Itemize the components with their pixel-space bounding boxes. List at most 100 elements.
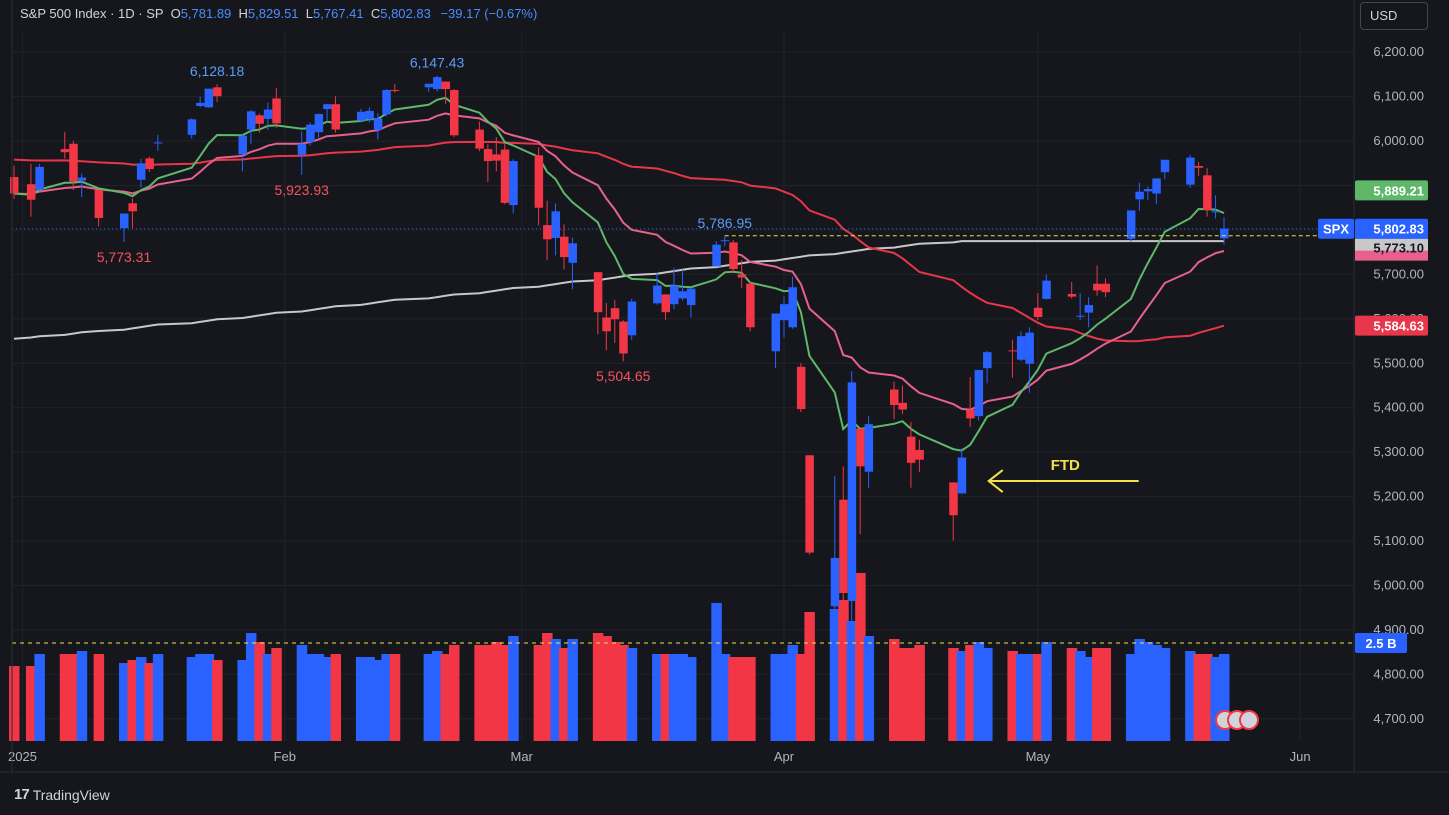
candle-body: [69, 143, 78, 182]
x-tick-label: May: [1026, 749, 1051, 764]
candle-body: [1126, 210, 1136, 239]
volume-bar: [93, 654, 105, 741]
y-tick-label: 5,500.00: [1373, 355, 1424, 370]
x-tick-label: Jun: [1290, 749, 1311, 764]
volume-bar: [313, 654, 325, 741]
volume-bar: [1083, 657, 1095, 741]
volume-bar: [1134, 639, 1145, 741]
ema21-line: [13, 112, 1225, 411]
volume-bar: [25, 666, 37, 741]
candle-body: [602, 317, 611, 332]
candle-body: [238, 135, 247, 155]
candle-body: [1143, 189, 1153, 192]
volume-bar: [829, 609, 841, 741]
candle-body: [796, 366, 806, 410]
volume-bar: [618, 645, 629, 741]
volume-bar: [499, 645, 511, 741]
volume-bar: [474, 645, 485, 741]
candle-body: [737, 274, 747, 278]
volume-bar: [296, 645, 308, 741]
candle-body: [331, 104, 341, 130]
volume-bar: [533, 645, 545, 741]
candle-body: [720, 240, 730, 242]
x-tick-label: Mar: [510, 749, 533, 764]
symbol-tag-bg: [1318, 218, 1354, 239]
candle-body: [1033, 307, 1043, 318]
candle-body: [263, 109, 273, 119]
volume-bar: [127, 660, 138, 741]
candle-body: [136, 163, 146, 180]
candle-body: [619, 321, 628, 354]
volume-bar: [195, 654, 206, 741]
candle-body: [729, 242, 738, 270]
volume-bar: [119, 663, 130, 741]
high-value: 5,829.51: [247, 6, 299, 21]
candle-body: [373, 118, 383, 130]
candle-body: [974, 369, 984, 417]
volume-bar: [271, 648, 282, 741]
price-tag-label: 5,802.83: [1373, 222, 1424, 237]
volume-bar: [9, 666, 20, 741]
candle-body: [492, 154, 501, 161]
price-tag-bg: [1355, 218, 1428, 239]
candle-body: [949, 482, 958, 516]
candle-body: [1211, 211, 1221, 213]
close-label: C: [370, 6, 381, 21]
candle-body: [983, 352, 992, 369]
candle-body: [1008, 350, 1017, 352]
x-tick-label: 2025: [8, 749, 37, 764]
volume-bar: [745, 657, 756, 741]
candles: [10, 75, 1229, 659]
volume-bar: [669, 654, 680, 741]
close-value: 5,802.83: [380, 6, 431, 21]
volume-bar: [1151, 645, 1162, 741]
volume-tag-bg: [1355, 633, 1407, 653]
candle-body: [365, 110, 374, 120]
candle-body: [593, 272, 603, 313]
volume-bar: [59, 654, 71, 741]
low-label: L: [305, 6, 313, 21]
y-tick-label: 5,400.00: [1373, 400, 1424, 415]
volume-bar: [135, 657, 147, 741]
volume-bar: [787, 645, 798, 741]
event-flag-icon: [1239, 710, 1259, 730]
candle-body: [145, 158, 154, 170]
moving-averages: [13, 96, 1225, 452]
volume-bar: [381, 654, 392, 741]
candle-body: [1076, 315, 1085, 317]
volume-bar: [322, 657, 333, 741]
volume-bar: [237, 660, 248, 741]
candle-body: [856, 428, 865, 467]
ema10-line: [13, 96, 1225, 452]
volume-bar: [779, 654, 790, 741]
volume-bar: [889, 639, 900, 741]
ftd-arrow-head: [987, 469, 1004, 493]
open-value: 5,781.89: [180, 6, 232, 21]
volume-bar: [855, 573, 866, 741]
extreme-label: 5,773.31: [97, 249, 152, 265]
candle-body: [60, 149, 70, 153]
candle-body: [1042, 280, 1051, 299]
volume-bar: [1015, 654, 1027, 741]
candle-body: [1093, 283, 1102, 291]
volume-bar: [254, 642, 265, 741]
tradingview-brand[interactable]: 17 TradingView: [14, 786, 110, 803]
volume-bar: [68, 654, 79, 741]
sma50-tag-label: 5,584.63: [1373, 319, 1424, 334]
open-label: O: [170, 6, 181, 21]
candle-body: [915, 449, 924, 460]
candle-body: [1203, 175, 1212, 210]
volume-bar: [736, 657, 748, 741]
volume-bar: [508, 636, 519, 741]
candle-body: [712, 244, 721, 267]
volume-bar: [982, 648, 993, 741]
volume-bar: [1032, 654, 1044, 741]
currency-button[interactable]: USD: [1360, 2, 1428, 30]
volume-bar: [440, 654, 452, 741]
y-tick-label: 4,700.00: [1373, 711, 1424, 726]
volume-bar: [1066, 648, 1078, 741]
volume-bar: [948, 648, 959, 741]
volume-bar: [711, 603, 722, 741]
symbol-tag-label: SPX: [1323, 222, 1349, 237]
